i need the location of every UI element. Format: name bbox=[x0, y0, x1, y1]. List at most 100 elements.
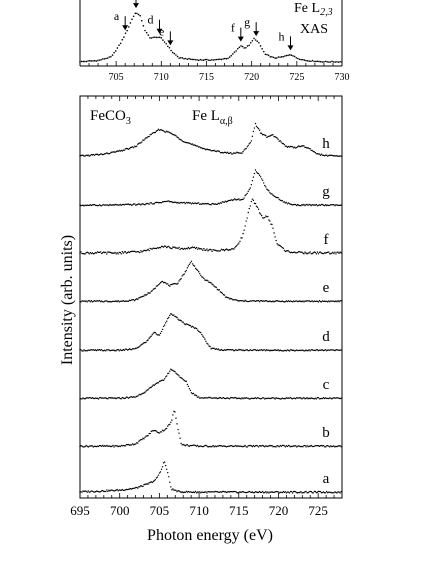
xes-data-point bbox=[118, 149, 120, 152]
xes-data-point bbox=[117, 300, 119, 302]
xas-data-point bbox=[261, 48, 263, 50]
xes-data-point bbox=[81, 398, 83, 400]
xes-tick-label: 705 bbox=[150, 503, 170, 518]
xes-data-point bbox=[323, 492, 326, 494]
xes-data-point bbox=[275, 300, 277, 302]
xes-data-point bbox=[185, 201, 188, 204]
xes-data-point bbox=[121, 349, 124, 352]
xes-data-point bbox=[264, 134, 266, 136]
xas-data-point bbox=[305, 59, 307, 62]
xes-data-point bbox=[84, 253, 86, 255]
xes-data-point bbox=[200, 331, 202, 334]
xes-data-point bbox=[96, 300, 99, 302]
xes-data-point bbox=[83, 253, 85, 255]
xes-data-point bbox=[318, 398, 321, 400]
xes-data-point bbox=[93, 445, 96, 448]
xes-data-point bbox=[173, 314, 175, 316]
xes-data-point bbox=[206, 279, 208, 281]
xas-data-point bbox=[139, 14, 141, 17]
series-label-c: c bbox=[323, 377, 330, 393]
xes-data-point bbox=[147, 248, 149, 251]
xes-data-point bbox=[141, 141, 143, 143]
xes-data-point bbox=[316, 300, 319, 302]
xes-data-point bbox=[91, 204, 94, 206]
xes-data-point bbox=[145, 435, 147, 437]
xas-data-point bbox=[233, 51, 236, 53]
xes-data-point bbox=[96, 251, 99, 253]
xes-data-point bbox=[155, 477, 158, 479]
xes-data-point bbox=[306, 444, 308, 447]
xes-data-point bbox=[116, 445, 118, 447]
xes-data-point bbox=[248, 143, 250, 145]
xes-data-point bbox=[284, 446, 287, 448]
xes-data-point bbox=[332, 300, 334, 302]
xas-data-point bbox=[212, 59, 215, 61]
xas-data-point bbox=[127, 26, 130, 28]
xes-data-point bbox=[272, 349, 274, 352]
xas-data-point bbox=[323, 61, 325, 63]
xes-data-point bbox=[327, 251, 329, 253]
xes-data-point bbox=[140, 344, 142, 346]
xas-data-point bbox=[249, 41, 252, 44]
xes-data-point bbox=[127, 349, 130, 351]
xes-data-point bbox=[225, 152, 228, 154]
xes-data-point bbox=[289, 349, 292, 351]
xas-data-point bbox=[79, 61, 81, 63]
xes-data-point bbox=[206, 492, 208, 494]
xes-data-point bbox=[79, 301, 81, 303]
xes-data-point bbox=[300, 145, 302, 148]
xes-data-point bbox=[80, 349, 82, 351]
xes-tick-label: 710 bbox=[189, 503, 209, 518]
xes-data-point bbox=[282, 247, 285, 250]
y-axis-title: Intensity (arb. units) bbox=[59, 235, 76, 365]
xes-data-point bbox=[301, 349, 303, 351]
xes-data-point bbox=[153, 247, 156, 250]
xes-data-point bbox=[179, 248, 181, 251]
xes-data-point bbox=[95, 153, 98, 156]
xes-data-point bbox=[265, 350, 267, 352]
xes-data-point bbox=[266, 445, 268, 448]
xes-data-point bbox=[144, 391, 146, 393]
xes-data-point bbox=[164, 131, 167, 133]
xes-data-point bbox=[241, 349, 243, 352]
xes-data-point bbox=[265, 134, 267, 137]
xes-data-point bbox=[327, 397, 329, 400]
xes-data-point bbox=[174, 134, 176, 136]
xes-data-point bbox=[235, 245, 237, 248]
xes-data-point bbox=[306, 396, 308, 399]
xes-data-point bbox=[126, 251, 129, 254]
xes-data-point bbox=[317, 153, 320, 155]
xes-data-point bbox=[233, 397, 235, 399]
xes-data-point bbox=[334, 205, 336, 207]
xes-data-point bbox=[151, 290, 153, 292]
xes-data-point bbox=[236, 299, 238, 301]
xes-data-point bbox=[163, 461, 166, 463]
xas-data-point bbox=[199, 58, 202, 61]
xes-data-point bbox=[147, 339, 149, 341]
xas-data-point bbox=[287, 54, 289, 57]
xes-data-point bbox=[189, 202, 192, 204]
xes-data-point bbox=[237, 243, 239, 245]
xes-data-point bbox=[161, 466, 164, 468]
xes-data-point bbox=[134, 299, 136, 302]
xes-data-point bbox=[266, 492, 268, 494]
xes-data-point bbox=[124, 251, 127, 253]
xes-data-point bbox=[249, 349, 251, 351]
xes-data-point bbox=[126, 444, 129, 446]
xas-data-point bbox=[189, 58, 192, 60]
xes-data-point bbox=[80, 398, 82, 400]
series-label-b: b bbox=[322, 425, 330, 441]
xes-data-point bbox=[268, 445, 270, 447]
xes-data-point bbox=[124, 397, 127, 399]
xes-data-point bbox=[291, 492, 294, 494]
xes-data-point bbox=[126, 300, 129, 302]
xes-data-point bbox=[228, 152, 231, 154]
xes-data-point bbox=[195, 202, 198, 205]
xes-data-point bbox=[290, 490, 293, 493]
xes-data-point bbox=[201, 397, 203, 399]
xes-data-point bbox=[125, 203, 128, 205]
xes-data-point bbox=[300, 490, 302, 493]
xes-data-point bbox=[164, 322, 167, 324]
xes-data-point bbox=[258, 129, 261, 131]
xes-data-point bbox=[307, 398, 309, 400]
